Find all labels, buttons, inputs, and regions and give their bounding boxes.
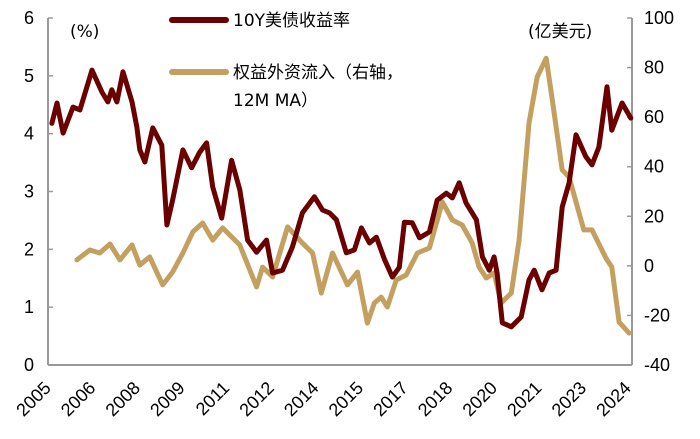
x-tick-label: 2024 xyxy=(592,378,634,420)
series-line-yield xyxy=(49,67,634,330)
right-tick-label: 0 xyxy=(644,256,654,276)
right-tick-label: -40 xyxy=(644,355,670,375)
x-tick-label: 2023 xyxy=(548,378,590,420)
x-tick-label: 2008 xyxy=(102,378,144,420)
series-line-flow xyxy=(74,55,632,336)
x-tick-label: 2005 xyxy=(12,378,54,420)
legend: 10Y美债收益率 权益外资流入（右轴， 12M MA） xyxy=(169,11,403,111)
x-tick-label: 2015 xyxy=(325,378,367,420)
right-tick-label: 40 xyxy=(644,157,664,177)
x-tick-label: 2009 xyxy=(146,378,188,420)
x-tick-label: 2011 xyxy=(192,378,234,420)
legend-label-yield: 10Y美债收益率 xyxy=(233,11,350,31)
right-tick-label: -20 xyxy=(644,305,670,325)
left-axis-unit: (%) xyxy=(70,22,99,42)
left-tick-label: 6 xyxy=(24,8,34,28)
x-tick-label: 2020 xyxy=(459,378,501,420)
x-tick-label: 2014 xyxy=(280,378,322,420)
legend-label-flow-line2: 12M MA） xyxy=(233,91,318,111)
x-tick-label: 2021 xyxy=(503,378,545,420)
right-tick-label: 60 xyxy=(644,107,664,127)
right-tick-label: 20 xyxy=(644,206,664,226)
left-tick-label: 3 xyxy=(24,182,34,202)
legend-label-flow-line1: 权益外资流入（右轴， xyxy=(233,63,403,83)
left-tick-label: 0 xyxy=(24,355,34,375)
x-tick-label: 2017 xyxy=(369,378,411,420)
x-tick-label: 2018 xyxy=(414,378,456,420)
right-axis-unit: (亿美元) xyxy=(528,22,592,42)
x-tick-label: 2012 xyxy=(235,378,277,420)
right-tick-label: 80 xyxy=(644,58,664,78)
right-tick-label: 100 xyxy=(644,8,674,28)
left-tick-label: 1 xyxy=(24,297,34,317)
left-tick-label: 2 xyxy=(24,239,34,259)
left-tick-label: 5 xyxy=(24,66,34,86)
left-tick-label: 4 xyxy=(24,124,34,144)
x-tick-label: 2006 xyxy=(57,378,99,420)
